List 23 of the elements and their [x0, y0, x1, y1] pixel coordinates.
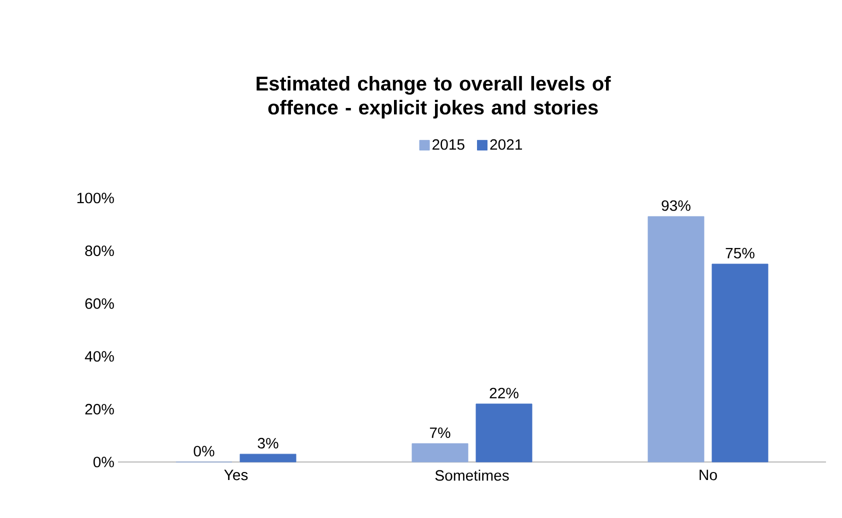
x-tick-label: No [700, 470, 717, 480]
data-label: 22% [490, 388, 518, 398]
bar [240, 454, 296, 462]
y-tick-label: 80% [85, 246, 114, 256]
legend-label: 2021 [490, 139, 522, 150]
y-tick-label: 60% [85, 298, 114, 309]
chart-title: Estimated change to overall levels of offence - explicit jokes and stories [256, 76, 611, 119]
data-label: 3% [258, 438, 278, 449]
y-tick-label: 20% [85, 404, 114, 414]
data-label: 93% [662, 200, 690, 211]
bar [476, 404, 532, 462]
x-tick-label: Sometimes [435, 470, 509, 481]
bar [412, 443, 468, 462]
y-tick-label: 0% [93, 456, 114, 468]
bar [648, 216, 704, 462]
data-label: 7% [430, 428, 450, 438]
legend-label: 2015 [432, 139, 464, 150]
data-label: 0% [194, 446, 214, 456]
data-label: 75% [726, 248, 754, 258]
y-tick-label: 100% [77, 192, 114, 204]
x-tick-label: Yes [224, 470, 248, 480]
y-tick-label: 40% [84, 351, 114, 362]
bar [712, 264, 768, 462]
